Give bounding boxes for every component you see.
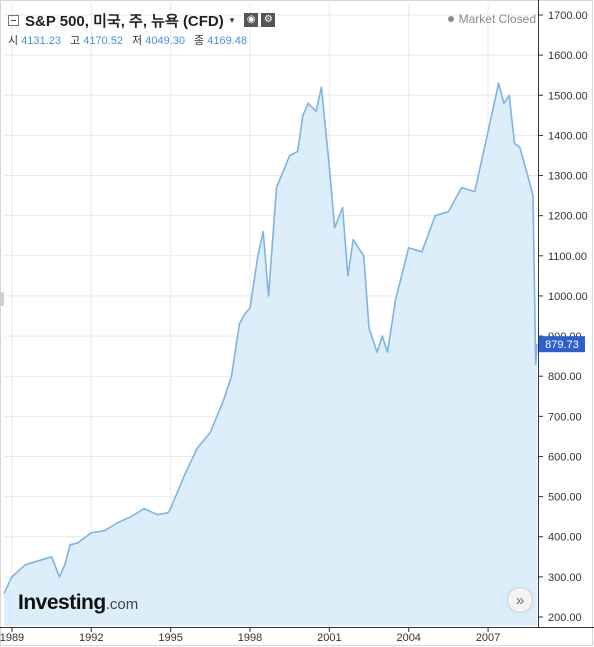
y-tick-label-13: 1500.00	[548, 90, 588, 102]
instrument-title[interactable]: S&P 500, 미국, 주, 뉴욕 (CFD)	[25, 12, 224, 30]
open-value: 4131.23	[21, 35, 61, 47]
high-value: 4170.52	[83, 35, 123, 47]
x-tick-label-1: 1992	[79, 632, 103, 644]
series-area	[4, 83, 537, 626]
y-tick-label-11: 1300.00	[548, 171, 588, 183]
last-value-badge	[539, 336, 585, 353]
close-label: 종	[194, 35, 205, 47]
y-tick-label-10: 1200.00	[548, 211, 588, 223]
y-tick-label-6: 800.00	[548, 371, 582, 383]
gear-icon[interactable]: ⚙	[261, 13, 276, 27]
chevron-down-icon[interactable]: ▾	[229, 14, 235, 25]
y-tick-label-4: 600.00	[548, 451, 582, 463]
collapse-icon[interactable]	[8, 14, 19, 26]
close-value: 4169.48	[207, 35, 247, 47]
x-tick-label-4: 2001	[317, 632, 341, 644]
y-tick-label-1: 300.00	[548, 572, 582, 584]
y-tick-label-5: 700.00	[548, 411, 582, 423]
resize-handle[interactable]	[0, 292, 4, 306]
low-value: 4049.30	[145, 35, 185, 47]
logo-main: Investing	[18, 591, 106, 614]
y-tick-label-14: 1600.00	[548, 50, 588, 62]
x-tick-label-2: 1995	[158, 632, 182, 644]
logo-suffix: .com	[105, 596, 139, 613]
investing-logo: Investing.com	[18, 591, 138, 615]
market-status-text: Market Closed	[458, 12, 536, 26]
x-tick-label-0: 1989	[0, 632, 24, 644]
eye-icon[interactable]: ◉	[244, 13, 259, 27]
y-tick-label-3: 500.00	[548, 492, 582, 504]
market-status: Market Closed	[447, 12, 536, 26]
open-label: 시	[8, 35, 19, 47]
y-tick-label-9: 1100.00	[548, 251, 587, 263]
high-label: 고	[70, 35, 81, 47]
x-tick-label-3: 1998	[238, 632, 262, 644]
low-label: 저	[132, 35, 143, 47]
y-tick-label-0: 200.00	[548, 612, 582, 624]
last-value-label: 879.73	[545, 339, 579, 351]
scroll-to-latest-button[interactable]: »	[507, 587, 533, 613]
ohlc-readout: 시 4131.23 고 4170.52 저 4049.30 종 4169.48	[8, 32, 253, 48]
y-tick-label-15: 1700.00	[548, 10, 588, 22]
status-dot-icon	[447, 16, 454, 22]
chart-header: S&P 500, 미국, 주, 뉴욕 (CFD) ▾ ◉ ⚙	[8, 9, 278, 31]
x-tick-label-5: 2004	[396, 632, 420, 644]
y-tick-label-2: 400.00	[548, 532, 582, 544]
y-tick-label-8: 1000.00	[548, 291, 588, 303]
series-line	[3, 82, 538, 595]
x-tick-label-6: 2007	[476, 632, 500, 644]
y-tick-label-12: 1400.00	[548, 130, 588, 142]
